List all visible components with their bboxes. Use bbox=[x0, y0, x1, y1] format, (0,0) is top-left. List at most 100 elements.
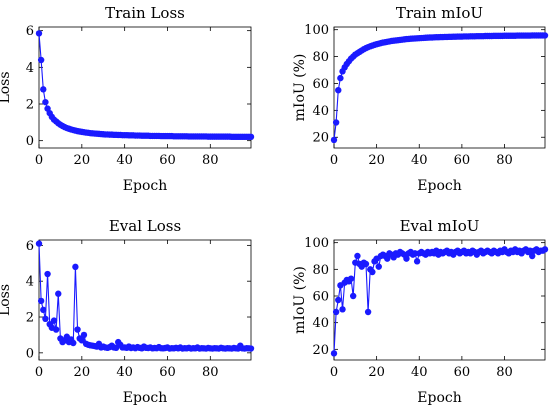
y-tick-label: 20 bbox=[312, 131, 329, 146]
data-point bbox=[332, 119, 340, 126]
x-tick-label: 40 bbox=[116, 153, 133, 168]
y-tick-label: 4 bbox=[26, 61, 34, 76]
data-point bbox=[347, 275, 355, 282]
x-tick-label: 60 bbox=[159, 153, 176, 168]
y-tick-label: 60 bbox=[312, 77, 329, 92]
y-axis-label: mIoU (%) bbox=[292, 266, 308, 334]
x-tick-label: 60 bbox=[454, 365, 471, 380]
y-tick-label: 0 bbox=[26, 346, 34, 361]
y-tick-label: 6 bbox=[26, 24, 34, 39]
x-tick-label: 80 bbox=[202, 153, 219, 168]
x-axis-label: Epoch bbox=[417, 178, 461, 194]
data-point bbox=[413, 258, 421, 265]
data-point bbox=[42, 315, 49, 323]
data-point bbox=[70, 339, 77, 347]
data-point bbox=[80, 331, 88, 339]
x-axis-label: Epoch bbox=[123, 390, 167, 406]
y-tick-label: 100 bbox=[304, 236, 329, 251]
chart-title: Eval mIoU bbox=[400, 217, 480, 235]
data-point bbox=[330, 350, 338, 357]
x-tick-label: 0 bbox=[35, 153, 43, 168]
data-point bbox=[42, 98, 49, 106]
series-line bbox=[38, 243, 252, 350]
x-tick-label: 80 bbox=[496, 365, 513, 380]
x-axis-label: Epoch bbox=[123, 178, 167, 194]
y-tick-label: 6 bbox=[26, 239, 34, 254]
data-point bbox=[335, 86, 342, 94]
x-tick-label: 40 bbox=[116, 365, 133, 380]
y-tick-label: 80 bbox=[312, 50, 329, 65]
y-tick-label: 80 bbox=[312, 263, 329, 278]
data-point bbox=[339, 306, 346, 313]
data-point bbox=[529, 252, 536, 260]
data-point bbox=[37, 56, 45, 64]
data-point bbox=[369, 268, 376, 276]
data-point bbox=[375, 263, 382, 270]
x-tick-label: 20 bbox=[368, 153, 385, 168]
x-tick-label: 60 bbox=[454, 153, 471, 168]
x-tick-label: 80 bbox=[202, 365, 219, 380]
data-point bbox=[384, 255, 391, 262]
data-point bbox=[349, 292, 357, 300]
x-tick-label: 20 bbox=[368, 365, 385, 380]
plot-frame bbox=[333, 26, 546, 149]
data-point bbox=[50, 317, 58, 324]
y-tick-label: 100 bbox=[304, 23, 329, 38]
data-point bbox=[541, 246, 549, 253]
data-point bbox=[332, 308, 340, 316]
x-axis-label: Epoch bbox=[417, 390, 461, 406]
data-point bbox=[35, 30, 43, 37]
plot-frame bbox=[333, 239, 546, 361]
chart-title: Train mIoU bbox=[396, 4, 483, 22]
data-point bbox=[44, 270, 51, 278]
data-point bbox=[78, 337, 86, 344]
data-point bbox=[40, 306, 47, 314]
data-point bbox=[40, 86, 47, 93]
x-tick-label: 60 bbox=[159, 365, 176, 380]
y-tick-label: 4 bbox=[26, 275, 34, 290]
data-point bbox=[354, 252, 361, 260]
x-tick-label: 40 bbox=[411, 153, 428, 168]
data-point bbox=[52, 326, 60, 333]
y-axis-label: Loss bbox=[0, 284, 13, 316]
x-tick-label: 80 bbox=[496, 153, 513, 168]
chart-title: Eval Loss bbox=[109, 217, 181, 235]
y-tick-label: 40 bbox=[312, 316, 329, 331]
plot-frame bbox=[38, 26, 252, 149]
data-point bbox=[72, 263, 79, 271]
chart-title: Train Loss bbox=[105, 4, 185, 22]
data-point bbox=[37, 297, 45, 305]
y-axis-label: mIoU (%) bbox=[292, 54, 308, 122]
data-point bbox=[55, 290, 62, 297]
y-tick-label: 40 bbox=[312, 104, 329, 119]
y-tick-label: 20 bbox=[312, 343, 329, 358]
data-point bbox=[541, 32, 549, 39]
data-point bbox=[335, 296, 342, 304]
y-tick-label: 60 bbox=[312, 290, 329, 305]
x-tick-label: 20 bbox=[74, 365, 91, 380]
data-point bbox=[337, 74, 344, 82]
x-tick-label: 0 bbox=[35, 365, 43, 380]
data-point bbox=[247, 133, 255, 141]
y-axis-label: Loss bbox=[0, 71, 13, 103]
y-tick-label: 2 bbox=[26, 311, 34, 326]
data-point bbox=[35, 240, 43, 247]
x-tick-label: 0 bbox=[330, 365, 338, 380]
x-tick-label: 20 bbox=[74, 153, 91, 168]
data-point bbox=[364, 308, 372, 316]
y-tick-label: 0 bbox=[26, 134, 34, 149]
data-point bbox=[362, 260, 370, 268]
data-point bbox=[403, 255, 410, 262]
series-line bbox=[38, 33, 251, 138]
chart-panel-1: Train Loss Epoch Loss 0 20 40 60 80 0 2 4 6 bbox=[0, 4, 255, 194]
y-tick-label: 2 bbox=[26, 98, 34, 113]
x-tick-label: 0 bbox=[330, 153, 338, 168]
data-point bbox=[330, 136, 338, 144]
chart-panel-3: Eval Loss Epoch Loss 0 20 40 60 80 0 2 4 6 bbox=[0, 217, 255, 406]
x-tick-label: 40 bbox=[411, 365, 428, 380]
data-point bbox=[247, 345, 255, 352]
data-point bbox=[74, 326, 81, 333]
